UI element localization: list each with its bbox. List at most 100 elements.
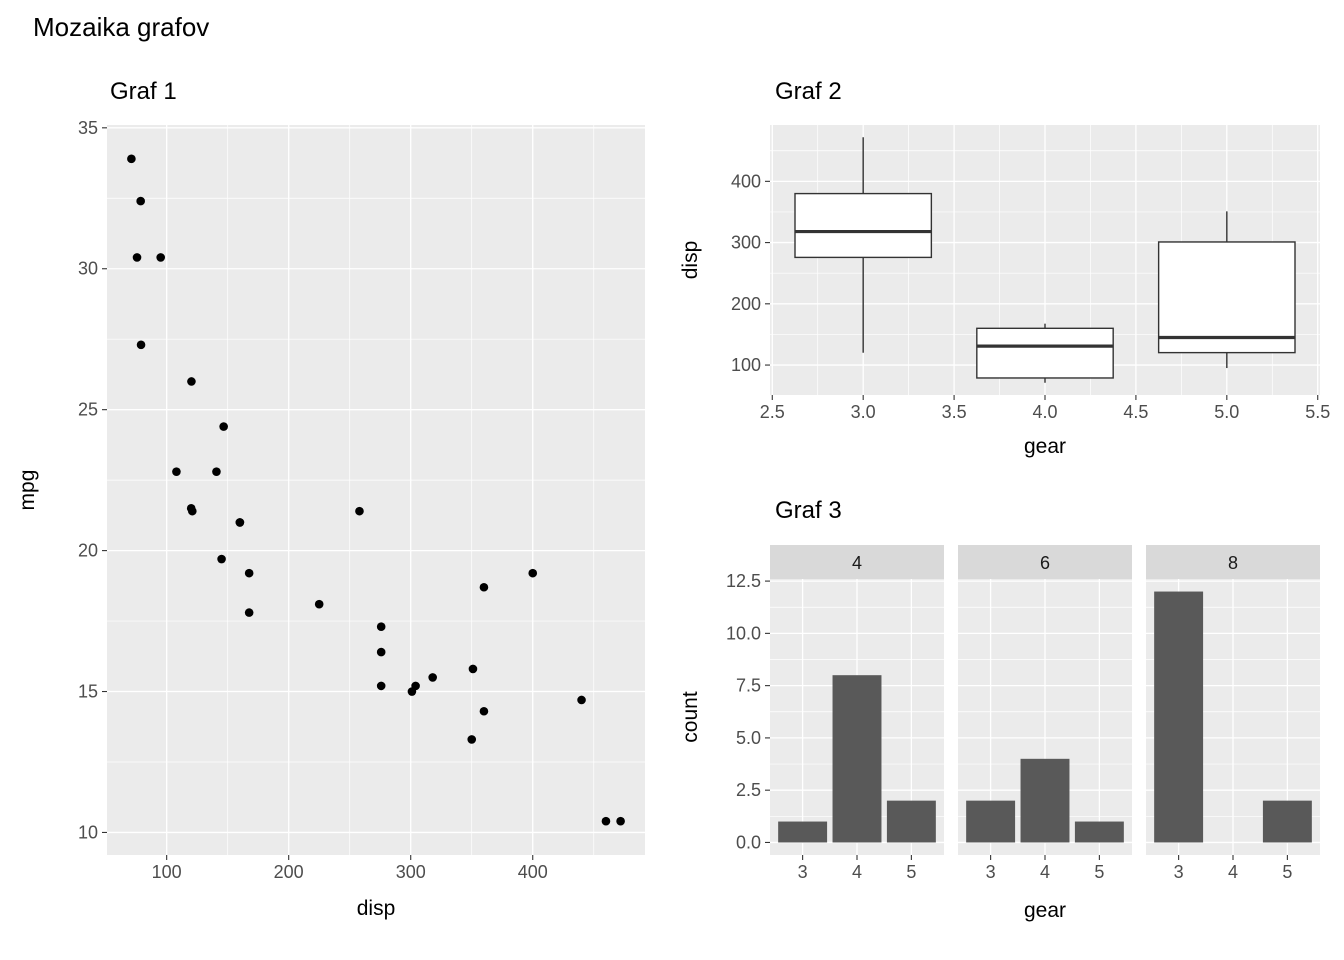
axis-ticks bbox=[102, 127, 534, 860]
facet-strip-label: 6 bbox=[1040, 553, 1050, 573]
x-tick-label: 300 bbox=[396, 862, 426, 882]
scatter-point bbox=[468, 664, 478, 674]
scatter-point bbox=[187, 506, 197, 516]
x-tick-label: 200 bbox=[274, 862, 304, 882]
bar bbox=[778, 821, 828, 843]
graf1-svg: Graf 1 100 200 300 400 10 15 20 25 30 35 disp mpg bbox=[16, 78, 645, 920]
y-tick-label: 15 bbox=[78, 682, 98, 702]
chart-title: Graf 1 bbox=[110, 78, 177, 105]
y-axis-title: disp bbox=[679, 241, 702, 280]
bars bbox=[966, 758, 1124, 843]
scatter-point bbox=[376, 681, 386, 691]
page-title: Mozaika grafov bbox=[33, 12, 210, 42]
axis-ticks bbox=[765, 580, 1288, 860]
x-axis-title: gear bbox=[1024, 899, 1066, 922]
chart-graf2-boxplot: Graf 2 2.5 3.0 3.5 4.0 4.5 5.0 5.5 100 200 300 400 g… bbox=[672, 55, 1344, 480]
bars bbox=[778, 675, 936, 843]
x-axis-title: disp bbox=[357, 897, 396, 920]
x-tick-label: 3 bbox=[798, 862, 808, 882]
boxplot-box bbox=[794, 137, 933, 353]
scatter-point bbox=[212, 467, 221, 476]
boxplot-box bbox=[976, 323, 1114, 383]
scatter-point bbox=[244, 608, 254, 617]
y-tick-label: 25 bbox=[78, 400, 98, 420]
graf3-svg: Graf 3 0.0 2.5 5.0 7.5 10.0 12.5 4 3 4 5 6 3 4 5 8 3 4 5 ge… bbox=[679, 497, 1320, 922]
y-tick-label: 20 bbox=[78, 541, 98, 561]
scatter-point bbox=[132, 253, 142, 262]
scatter-point bbox=[235, 518, 245, 527]
bars bbox=[1154, 591, 1312, 843]
x-tick-label: 5.5 bbox=[1305, 402, 1330, 422]
x-tick-label: 2.5 bbox=[760, 402, 785, 422]
scatter-point bbox=[528, 568, 538, 578]
bar bbox=[886, 800, 936, 843]
y-tick-label: 100 bbox=[731, 355, 761, 375]
facet-strip-label: 8 bbox=[1228, 553, 1238, 573]
chart-title: Graf 3 bbox=[775, 497, 842, 524]
facet-strip bbox=[958, 545, 1132, 579]
x-tick-label: 3 bbox=[986, 862, 996, 882]
scatter-points bbox=[127, 154, 625, 826]
y-tick-label: 400 bbox=[731, 171, 761, 191]
scatter-point bbox=[136, 196, 145, 206]
bar bbox=[1074, 821, 1124, 843]
x-tick-label: 4.5 bbox=[1123, 402, 1148, 422]
chart-graf1-scatter: Graf 1 100 200 300 400 10 15 20 25 30 35 disp mpg bbox=[0, 55, 672, 960]
facet-strip bbox=[1146, 545, 1320, 579]
scatter-point bbox=[616, 816, 625, 826]
axis-ticks bbox=[765, 180, 1319, 400]
y-tick-label: 5.0 bbox=[736, 728, 761, 748]
x-tick-label: 4 bbox=[1228, 862, 1238, 882]
chart-graf3-facet-bars: Graf 3 0.0 2.5 5.0 7.5 10.0 12.5 4 3 4 5 6 3 4 5 8 3 4 5 ge… bbox=[672, 480, 1344, 960]
bar bbox=[966, 800, 1016, 843]
scatter-point bbox=[428, 673, 437, 682]
scatter-point bbox=[172, 467, 181, 476]
boxplot-box bbox=[1157, 211, 1296, 369]
scatter-point bbox=[376, 622, 386, 631]
y-axis-title: mpg bbox=[16, 470, 39, 511]
x-tick-label: 3 bbox=[1174, 862, 1184, 882]
scatter-point bbox=[136, 340, 146, 350]
x-axis-title: gear bbox=[1024, 435, 1066, 458]
x-tick-label: 5.0 bbox=[1214, 402, 1239, 422]
scatter-point bbox=[355, 506, 364, 516]
chart-title: Graf 2 bbox=[775, 78, 842, 105]
y-tick-label: 30 bbox=[78, 259, 98, 279]
bar bbox=[832, 675, 882, 843]
bar bbox=[1262, 800, 1312, 843]
x-tick-label: 4.0 bbox=[1032, 402, 1057, 422]
scatter-point bbox=[479, 582, 489, 592]
x-tick-label: 100 bbox=[152, 862, 182, 882]
grid-major bbox=[107, 125, 645, 855]
y-tick-label: 200 bbox=[731, 294, 761, 314]
y-tick-label: 10.0 bbox=[726, 623, 761, 643]
x-tick-label: 5 bbox=[1282, 862, 1292, 882]
facet-strip bbox=[770, 545, 944, 579]
scatter-point bbox=[407, 687, 417, 696]
bar bbox=[1154, 591, 1204, 843]
y-tick-label: 300 bbox=[731, 233, 761, 253]
scatter-point bbox=[479, 706, 489, 716]
scatter-point bbox=[467, 735, 477, 744]
y-tick-label: 10 bbox=[78, 822, 98, 842]
x-tick-label: 400 bbox=[518, 862, 548, 882]
grid-minor bbox=[107, 125, 645, 855]
scatter-point bbox=[577, 695, 586, 705]
y-tick-label: 12.5 bbox=[726, 571, 761, 591]
y-axis-title: count bbox=[679, 691, 702, 743]
bar bbox=[1020, 758, 1070, 843]
x-tick-label: 3.0 bbox=[851, 402, 876, 422]
scatter-point bbox=[601, 816, 611, 826]
scatter-point bbox=[217, 554, 226, 564]
scatter-point bbox=[314, 599, 324, 609]
y-tick-label: 35 bbox=[78, 118, 98, 138]
x-tick-label: 4 bbox=[852, 862, 862, 882]
panel-background bbox=[107, 125, 645, 855]
scatter-point bbox=[219, 422, 228, 431]
facet-strip-label: 4 bbox=[852, 553, 862, 573]
x-tick-label: 5 bbox=[906, 862, 916, 882]
x-tick-label: 3.5 bbox=[942, 402, 967, 422]
scatter-point bbox=[156, 253, 165, 262]
y-tick-label: 0.0 bbox=[736, 832, 761, 852]
